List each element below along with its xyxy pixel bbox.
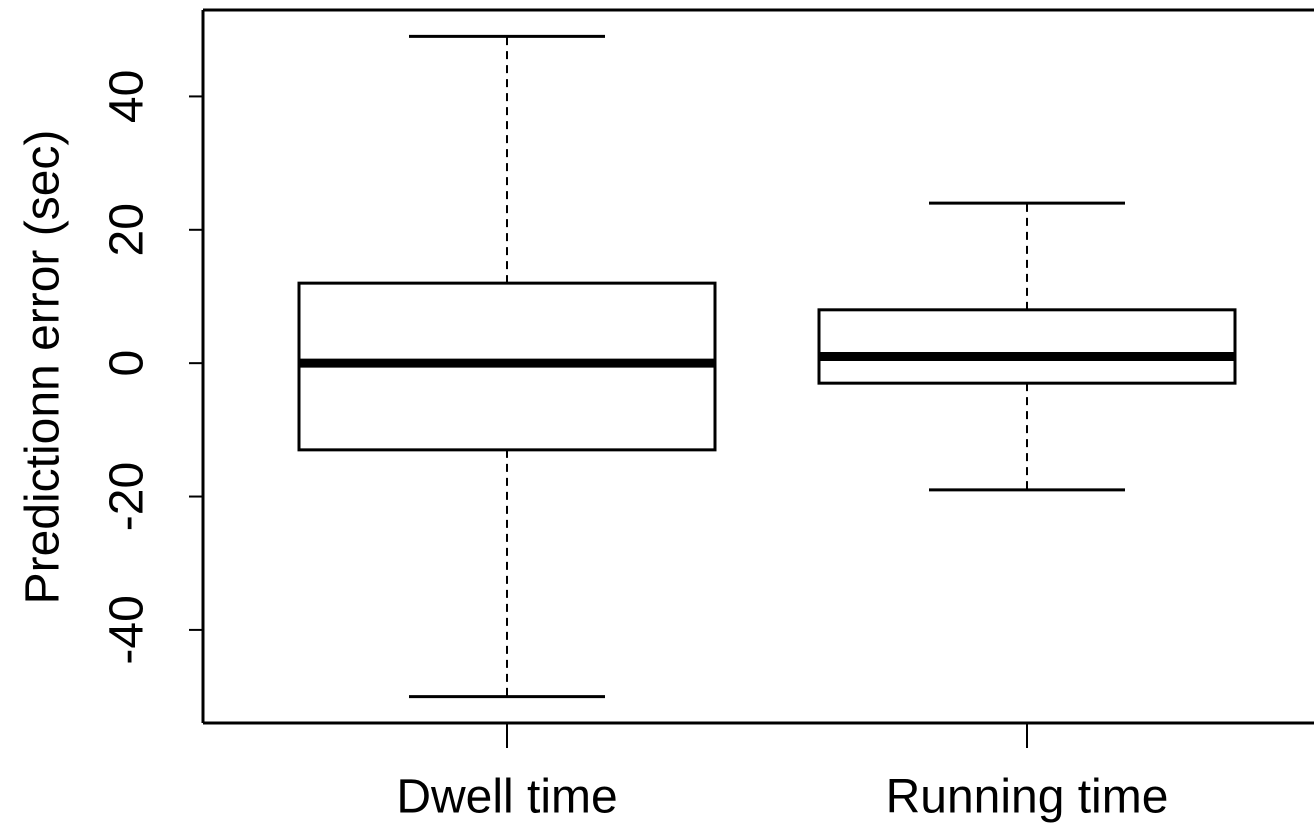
y-tick-label: -20 bbox=[101, 462, 154, 531]
y-tick-label: 40 bbox=[101, 70, 154, 123]
y-tick-label: 0 bbox=[101, 350, 154, 377]
y-axis-title: Predictionn error (sec) bbox=[17, 130, 70, 605]
y-tick-label: -40 bbox=[101, 595, 154, 664]
x-tick-label: Running time bbox=[886, 771, 1169, 824]
x-tick-label: Dwell time bbox=[396, 771, 617, 824]
box bbox=[817, 308, 1237, 385]
y-tick-label: 20 bbox=[101, 203, 154, 256]
